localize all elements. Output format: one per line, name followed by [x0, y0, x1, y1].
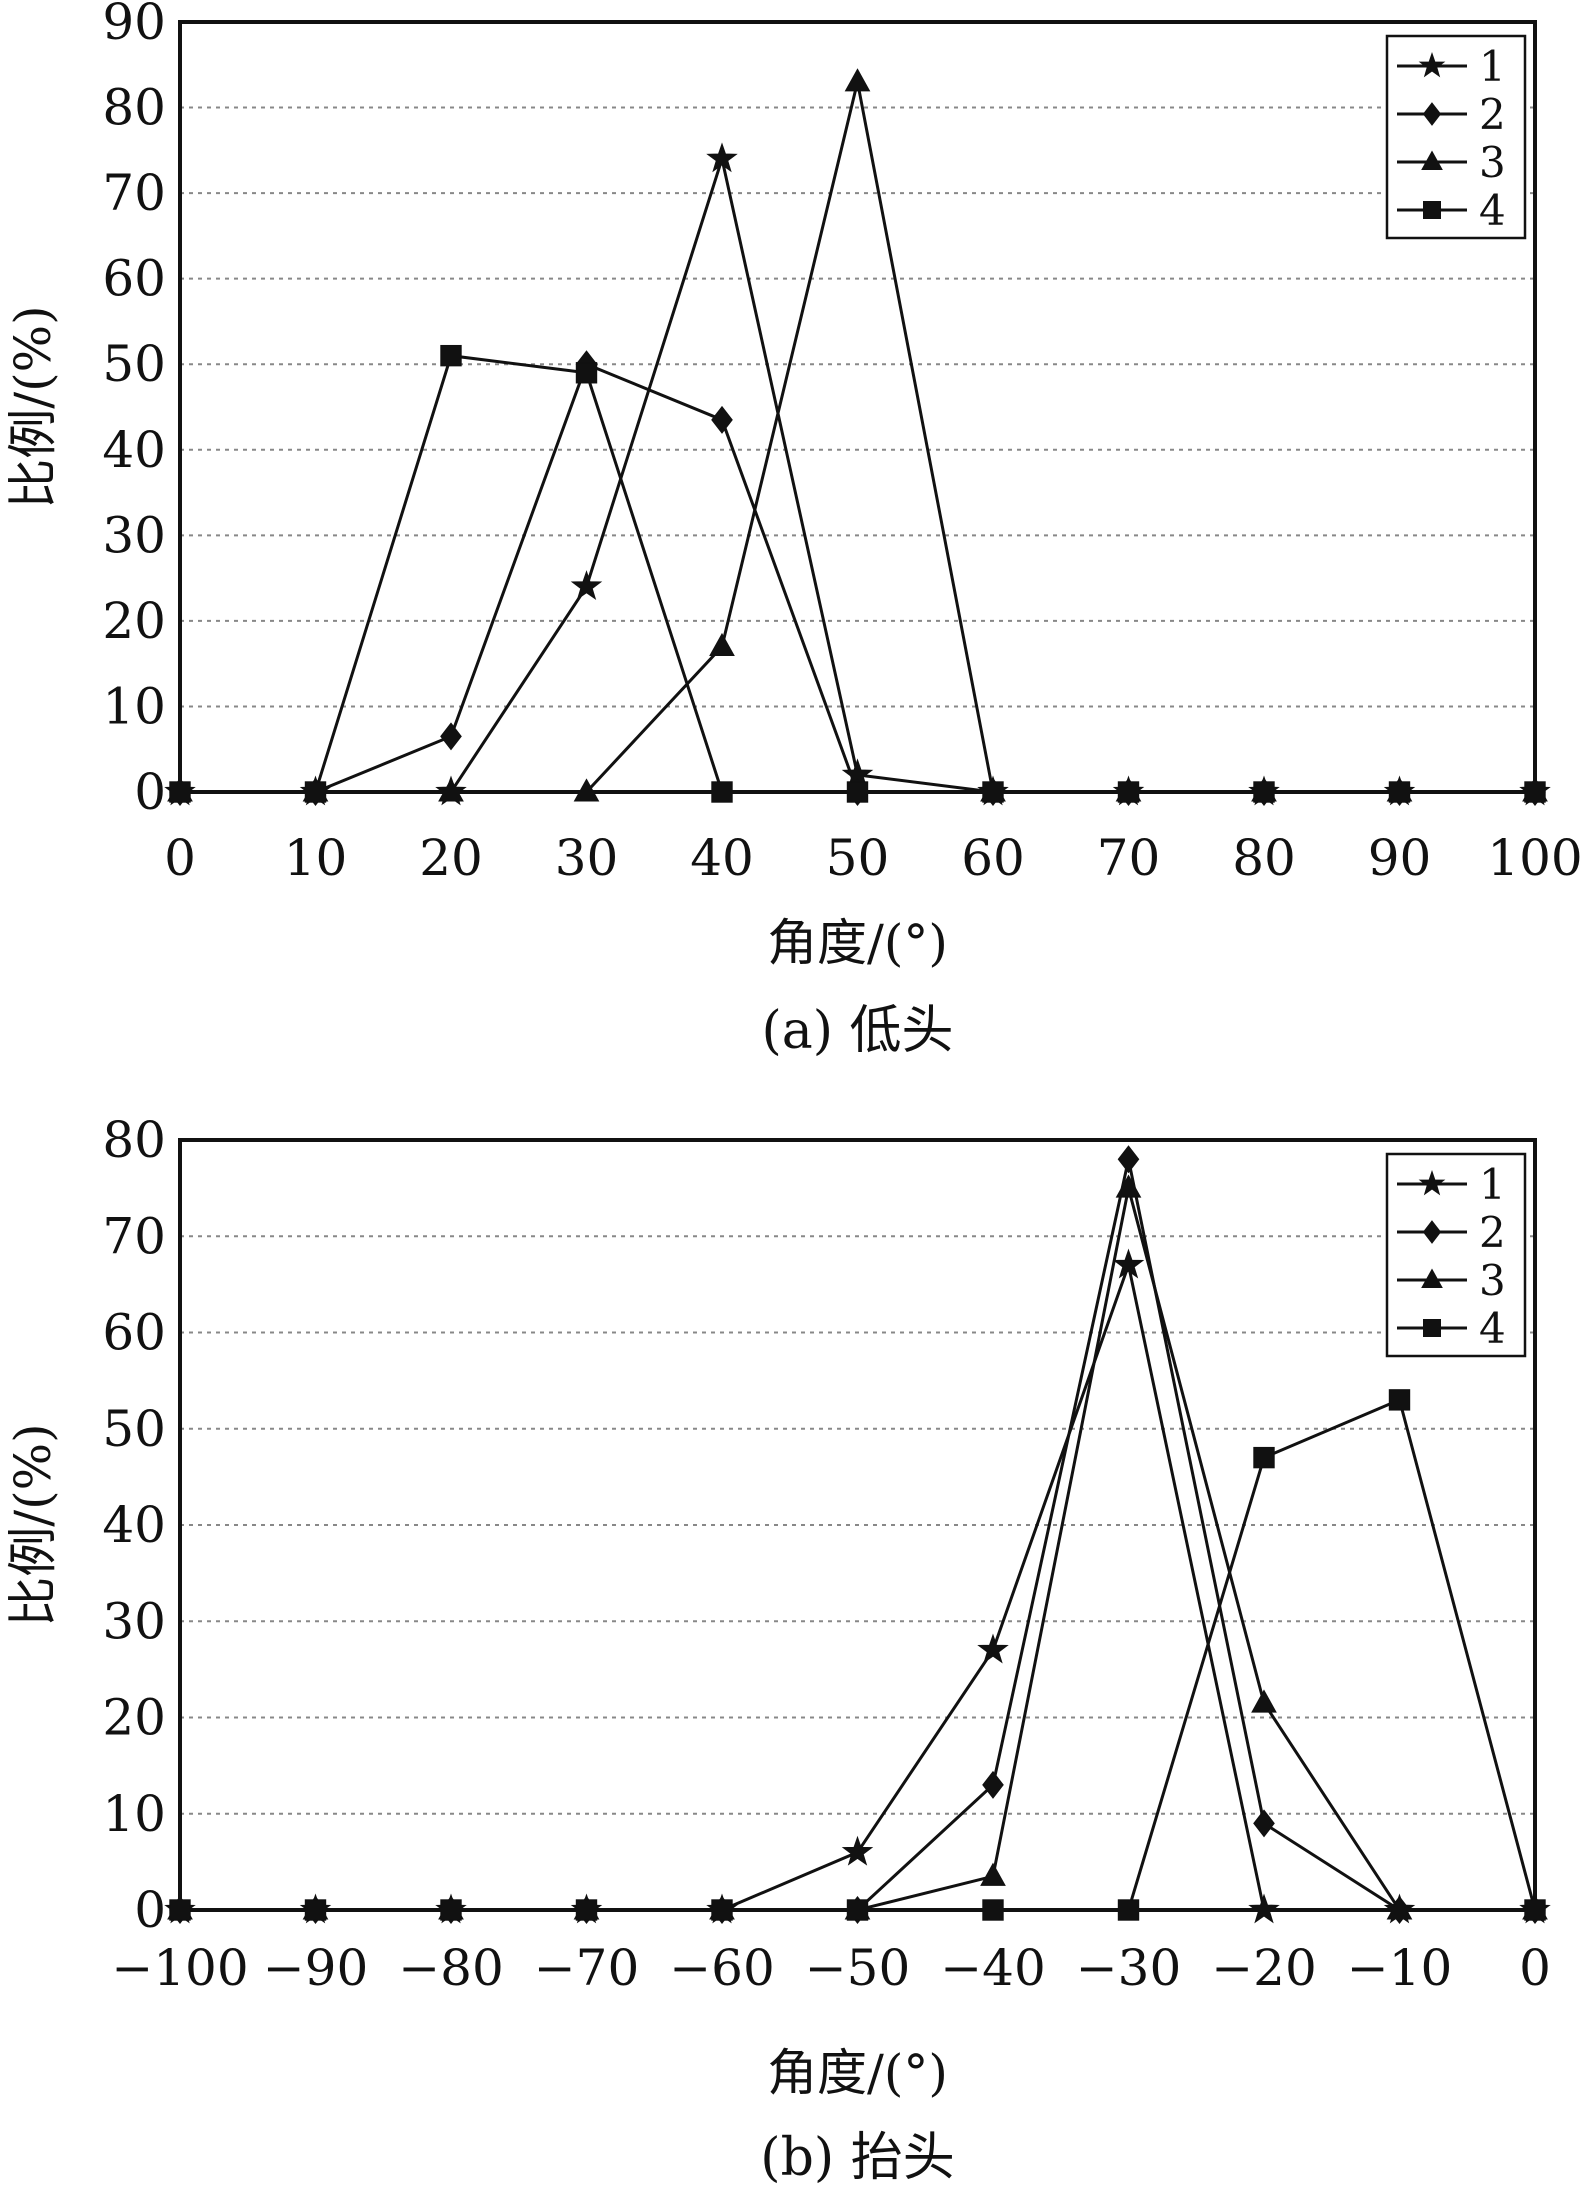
data-point-series-3	[980, 1862, 1006, 1886]
series-line-4	[180, 354, 1535, 794]
x-tick-label: 30	[555, 829, 619, 887]
legend-marker-2	[1422, 102, 1442, 126]
data-point-series-4	[1253, 1446, 1275, 1469]
data-point-series-4	[1388, 1389, 1411, 1411]
data-point-series-3	[1115, 1174, 1142, 1198]
data-point-series-1	[706, 142, 738, 173]
x-tick-label: 70	[1097, 829, 1161, 887]
y-tick-label: 0	[134, 763, 166, 821]
legend-label: 3	[1479, 1256, 1506, 1305]
series-line-1	[180, 153, 1535, 794]
x-tick-label: 50	[826, 829, 890, 887]
legend-marker-3	[1421, 1268, 1443, 1288]
data-point-series-1	[841, 1835, 874, 1866]
legend-marker-4	[1423, 1319, 1441, 1337]
x-tick-label: 90	[1368, 829, 1432, 887]
y-tick-label: 40	[102, 421, 166, 479]
plot-frame	[178, 1138, 1537, 1912]
x-tick-label: 10	[284, 829, 348, 887]
data-point-series-3	[709, 632, 735, 657]
x-axis-title: 角度/(°)	[767, 914, 948, 972]
y-tick-label: 30	[102, 1592, 166, 1650]
legend-marker-1	[1418, 1169, 1446, 1196]
series-line-4	[180, 1397, 1537, 1912]
data-point-series-2	[440, 722, 462, 751]
y-tick-label: 90	[102, 0, 166, 51]
y-tick-label: 40	[102, 1496, 166, 1554]
y-tick-label: 20	[102, 1689, 166, 1747]
y-tick-label: 80	[102, 1111, 166, 1169]
x-tick-label: −50	[805, 1939, 911, 1997]
data-point-series-4	[440, 344, 462, 367]
y-tick-label: 50	[102, 335, 166, 393]
x-tick-label: −80	[398, 1939, 504, 1997]
chart-caption: (a) 低头	[761, 1001, 953, 1061]
legend-marker-3	[1421, 150, 1443, 170]
data-point-series-1	[977, 1633, 1009, 1664]
y-axis-title: 比例/(%)	[4, 1423, 62, 1626]
legend-marker-1	[1418, 51, 1446, 78]
x-tick-label: 60	[961, 829, 1025, 887]
x-tick-label: −60	[669, 1939, 775, 1997]
data-point-series-3	[1251, 1689, 1277, 1713]
x-tick-label: −30	[1076, 1939, 1182, 1997]
y-tick-label: 30	[102, 506, 166, 564]
x-tick-label: −100	[111, 1939, 248, 1997]
series-line-3	[180, 81, 1535, 794]
y-tick-label: 0	[134, 1881, 166, 1939]
y-tick-label: 80	[102, 79, 166, 137]
legend-marker-2	[1422, 1220, 1442, 1244]
y-tick-label: 50	[102, 1400, 166, 1458]
plot-frame	[178, 20, 1537, 794]
y-tick-label: 60	[102, 250, 166, 308]
data-point-series-2	[711, 405, 733, 434]
y-tick-label: 70	[102, 1207, 166, 1265]
data-point-series-2	[982, 1770, 1004, 1799]
x-tick-label: 80	[1232, 829, 1296, 887]
y-tick-label: 70	[102, 164, 166, 222]
x-tick-label: −70	[534, 1939, 640, 1997]
data-point-series-3	[844, 68, 871, 92]
legend-label: 1	[1479, 1160, 1506, 1209]
y-axis-title: 比例/(%)	[4, 305, 62, 508]
y-tick-label: 20	[102, 592, 166, 650]
data-point-series-2	[1253, 1809, 1275, 1838]
chart-caption: (b) 抬头	[760, 2128, 954, 2188]
x-tick-label: 40	[690, 829, 754, 887]
legend-marker-4	[1423, 201, 1441, 219]
legend-label: 1	[1479, 42, 1506, 91]
x-tick-label: −10	[1347, 1939, 1453, 1997]
data-point-series-1	[570, 570, 603, 601]
y-tick-label: 10	[102, 677, 166, 735]
x-axis-title: 角度/(°)	[767, 2044, 948, 2102]
x-tick-label: −40	[940, 1939, 1046, 1997]
x-tick-label: 0	[1519, 1939, 1551, 1997]
x-tick-label: −20	[1211, 1939, 1317, 1997]
x-tick-label: 100	[1487, 829, 1582, 887]
data-point-series-1	[1112, 1248, 1145, 1279]
x-tick-label: 0	[164, 829, 196, 887]
series-line-3	[180, 1187, 1535, 1912]
legend-label: 4	[1479, 1304, 1506, 1353]
x-tick-label: 20	[419, 829, 483, 887]
data-point-series-2	[1117, 1145, 1140, 1174]
legend-label: 3	[1479, 138, 1506, 187]
legend-label: 2	[1479, 90, 1506, 139]
y-tick-label: 10	[102, 1785, 166, 1843]
series-line-2	[180, 1158, 1535, 1912]
x-tick-label: −90	[263, 1939, 369, 1997]
y-tick-label: 60	[102, 1304, 166, 1362]
legend-label: 4	[1479, 186, 1506, 235]
chart-a: 0 10 20 30 40 50 60 70 80 90 0 10 20 30 40 50 60 70 80 90 10…	[4, 0, 1583, 1061]
data-point-series-4	[575, 362, 598, 384]
legend-label: 2	[1479, 1208, 1506, 1257]
